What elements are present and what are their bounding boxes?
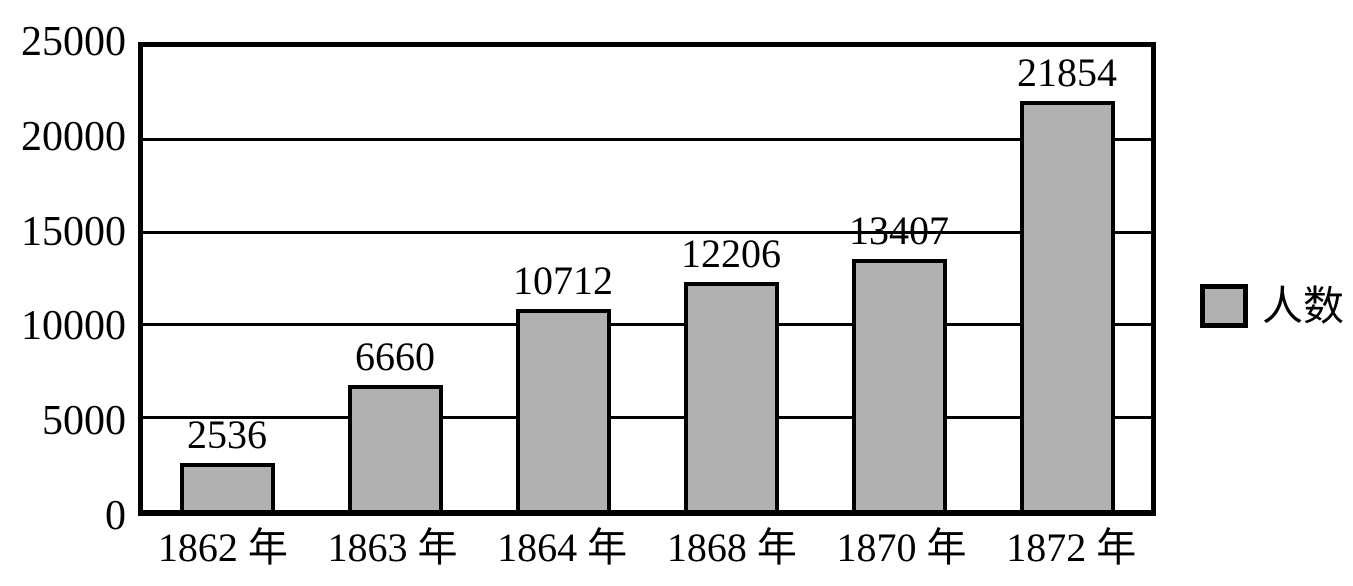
bar-slot: 12206 <box>647 47 815 510</box>
legend: 人数 <box>1200 283 1344 329</box>
bar-slot: 10712 <box>479 47 647 510</box>
y-axis-tick-label: 10000 <box>21 303 126 350</box>
bar-value-label: 21854 <box>1017 50 1117 95</box>
x-axis-category-label: 1863 年 <box>327 525 458 570</box>
bar-1864年 <box>515 309 611 510</box>
bar-value-label: 12206 <box>681 231 781 276</box>
gridline <box>143 323 1151 327</box>
y-axis-tick-label: 20000 <box>21 113 126 160</box>
bar-slot: 2536 <box>143 47 311 510</box>
x-axis-category-label: 1862 年 <box>157 525 288 570</box>
bar-1868年 <box>683 282 779 510</box>
gridline <box>143 138 1151 142</box>
y-axis-tick-label: 5000 <box>42 398 126 445</box>
legend-swatch <box>1200 284 1248 328</box>
bar-slot: 21854 <box>983 47 1151 510</box>
x-axis-category-label: 1870 年 <box>836 525 967 570</box>
plot-area: 2536 6660 10712 12206 13407 21854 <box>138 42 1156 516</box>
bar-1862年 <box>179 463 275 510</box>
bar-value-label: 13407 <box>849 208 949 253</box>
x-axis: 1862 年 1863 年 1864 年 1868 年 1870 年 1872 年 <box>138 522 1156 582</box>
y-axis-tick-label: 25000 <box>21 19 126 65</box>
x-axis-category-label: 1872 年 <box>1006 525 1137 570</box>
legend-label: 人数 <box>1262 283 1344 329</box>
bar-value-label: 10712 <box>513 258 613 303</box>
bar-1872年 <box>1019 101 1115 510</box>
bar-1870年 <box>851 259 947 510</box>
bars-row: 2536 6660 10712 12206 13407 21854 <box>143 47 1151 510</box>
y-axis-tick-label: 0 <box>105 493 126 539</box>
bar-value-label: 2536 <box>187 412 267 457</box>
x-axis-category-label: 1868 年 <box>666 525 797 570</box>
bar-slot: 13407 <box>815 47 983 510</box>
y-axis-tick-label: 15000 <box>21 208 126 255</box>
bar-1863年 <box>347 385 443 510</box>
x-axis-category-label: 1864 年 <box>497 525 628 570</box>
bar-slot: 6660 <box>311 47 479 510</box>
bar-value-label: 6660 <box>355 334 435 379</box>
gridline <box>143 415 1151 419</box>
gridline <box>143 230 1151 234</box>
